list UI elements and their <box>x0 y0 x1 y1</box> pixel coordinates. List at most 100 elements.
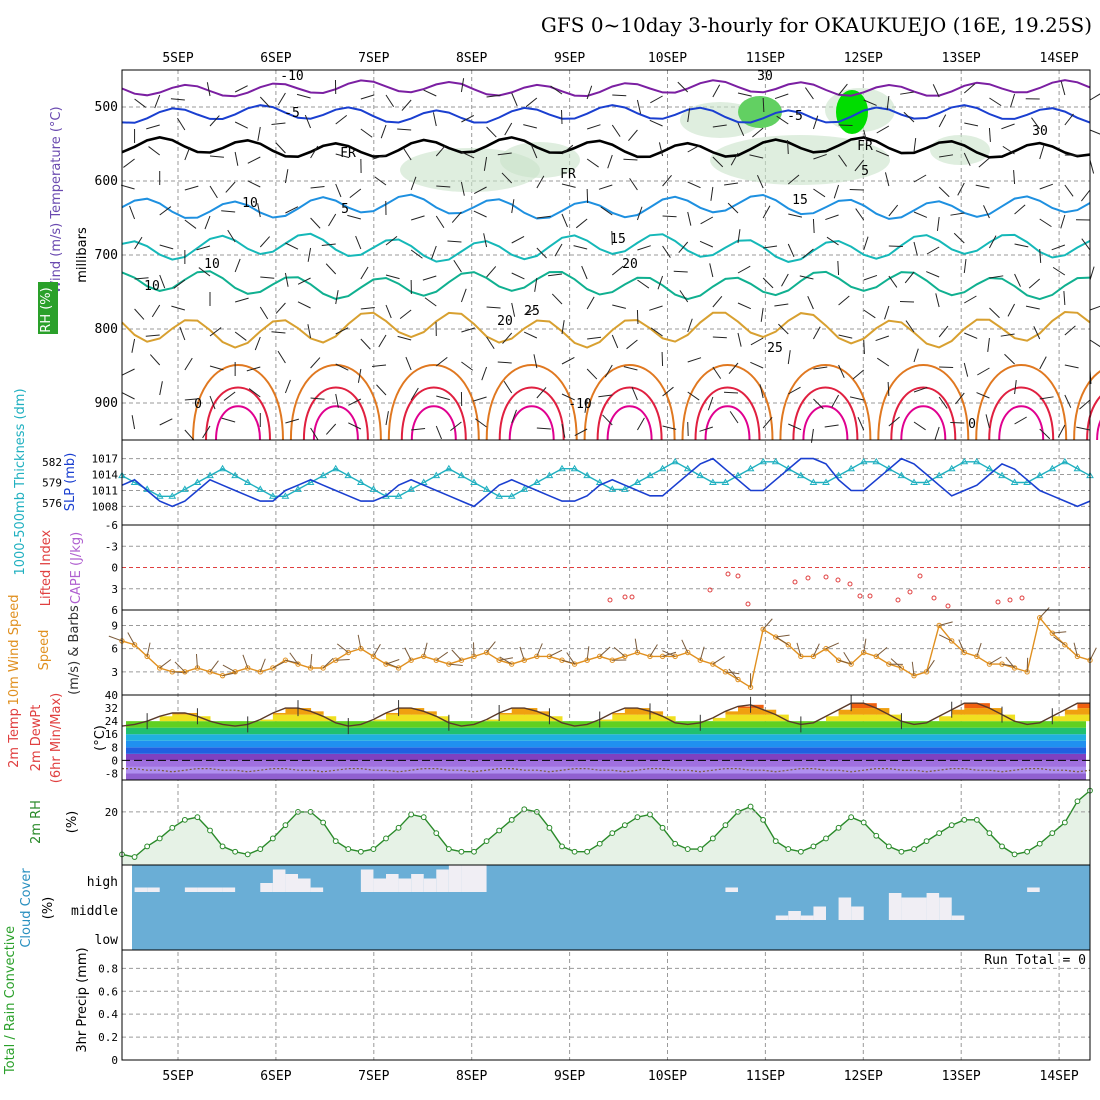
date-label-bottom: 5SEP <box>162 1069 193 1084</box>
upper-wind-barb <box>662 386 674 397</box>
upper-wind-barb <box>348 422 362 430</box>
upper-wind-barb <box>533 354 538 369</box>
upper-wind-barb <box>1014 273 1021 287</box>
upper-wind-barb <box>936 216 940 231</box>
wind-barb <box>863 638 867 653</box>
upper-wind-barb <box>310 186 325 189</box>
wind-speed-point <box>873 653 879 660</box>
upper-wind-barb <box>712 295 723 308</box>
wind-speed-point <box>986 661 993 667</box>
upper-wind-barb <box>863 99 877 106</box>
wind-speed-point <box>182 669 188 675</box>
upper-wind-barb <box>586 296 595 310</box>
rh2m-point <box>785 846 792 852</box>
upper-wind-barb <box>460 78 465 93</box>
rh-shading-core <box>836 90 868 134</box>
upper-wind-barb <box>121 392 135 400</box>
temp-series-line <box>121 702 1090 727</box>
upper-wind-barb <box>636 206 643 221</box>
upper-wind-barb <box>436 395 450 401</box>
upper-wind-barb <box>335 327 349 335</box>
cloud-high-bar <box>298 878 311 892</box>
lifted-index-point <box>847 581 853 587</box>
rh2m-point <box>1011 851 1018 858</box>
isotherm-label: 0 <box>194 397 202 412</box>
thickness-point <box>998 471 1006 479</box>
wind-barb <box>728 668 739 680</box>
temp-warm-band <box>763 714 777 722</box>
rh2m-point <box>760 816 767 823</box>
temp-color-band <box>126 740 1086 748</box>
upper-wind-barb <box>403 147 412 161</box>
run-total-label: Run Total = 0 <box>984 953 1086 968</box>
upper-wind-barb <box>813 188 826 198</box>
temp-warm-band <box>939 716 953 722</box>
isotherm-label: 20 <box>497 314 513 329</box>
cloud-tick: high <box>87 875 118 890</box>
upper-wind-barb <box>511 235 525 244</box>
upper-wind-barb <box>271 122 286 125</box>
thickness-point <box>1073 464 1082 472</box>
thickness-point <box>268 492 277 499</box>
thickness-point <box>256 485 265 492</box>
upper-wind-barb <box>774 93 789 100</box>
upper-wind-barb <box>397 335 412 341</box>
rh2m-point <box>810 843 817 850</box>
thickness-point <box>545 471 554 479</box>
upper-wind-barb <box>804 87 814 100</box>
upper-wind-barb <box>662 425 677 430</box>
warm-isotherm-loop <box>289 364 382 441</box>
temp-warm-band <box>650 714 664 722</box>
upper-wind-barb <box>497 361 512 364</box>
upper-wind-barb <box>712 366 722 379</box>
upper-wind-barb <box>935 293 940 308</box>
upper-wind-barb <box>913 348 919 363</box>
temp-warm-band <box>1077 703 1091 709</box>
date-label-top: 7SEP <box>358 51 389 66</box>
upper-wind-barb <box>855 208 865 221</box>
temp-warm-band <box>750 714 764 722</box>
thickness-point <box>960 457 969 465</box>
upper-wind-barb <box>523 124 537 129</box>
pressure-tick: 900 <box>95 396 118 411</box>
thickness-point <box>520 485 529 492</box>
temp-warm-band <box>1052 716 1066 722</box>
wind-speed-point <box>1062 642 1068 648</box>
temp-warm-band <box>637 708 651 715</box>
rh-shading-core <box>738 96 782 128</box>
cloud-high-bar <box>398 878 412 892</box>
lifted-index-point <box>745 601 751 607</box>
isotherm-label: FR <box>560 167 576 182</box>
upper-wind-barb <box>1057 424 1066 438</box>
upper-wind-barb <box>637 245 651 251</box>
upper-wind-barb <box>938 186 950 198</box>
upper-wind-barb <box>636 417 645 431</box>
upper-wind-barb <box>310 357 321 369</box>
upper-wind-barb <box>435 425 442 440</box>
upper-wind-barb <box>536 387 547 399</box>
cloud-high-bar <box>184 887 198 892</box>
temp-warm-band <box>511 708 525 715</box>
rh2m-point <box>634 814 641 821</box>
upper-wind-barb <box>687 108 691 123</box>
temp-warm-band <box>373 719 387 722</box>
upper-wind-barb <box>1014 204 1026 215</box>
upper-wind-barb <box>461 327 475 333</box>
upper-wind-barb <box>335 114 348 125</box>
rh2m-point <box>269 835 276 842</box>
temp-warm-band <box>750 704 764 709</box>
upper-wind-barb <box>875 150 890 157</box>
wind-speed-point <box>320 665 326 671</box>
rh2m-point <box>898 848 905 855</box>
wind-barb <box>486 641 496 653</box>
thickness-point <box>696 471 705 479</box>
dewpt-axis-label: 2m DewPt <box>29 705 44 772</box>
upper-wind-barb <box>623 158 638 161</box>
temp-tick: 0 <box>111 754 118 767</box>
thickness-point <box>218 464 227 472</box>
temp-color-band <box>126 760 1086 767</box>
rh2m-point <box>257 846 264 852</box>
upper-wind-barb <box>511 409 517 424</box>
cloud-high-bar <box>310 887 324 892</box>
thickness-point <box>457 471 466 479</box>
